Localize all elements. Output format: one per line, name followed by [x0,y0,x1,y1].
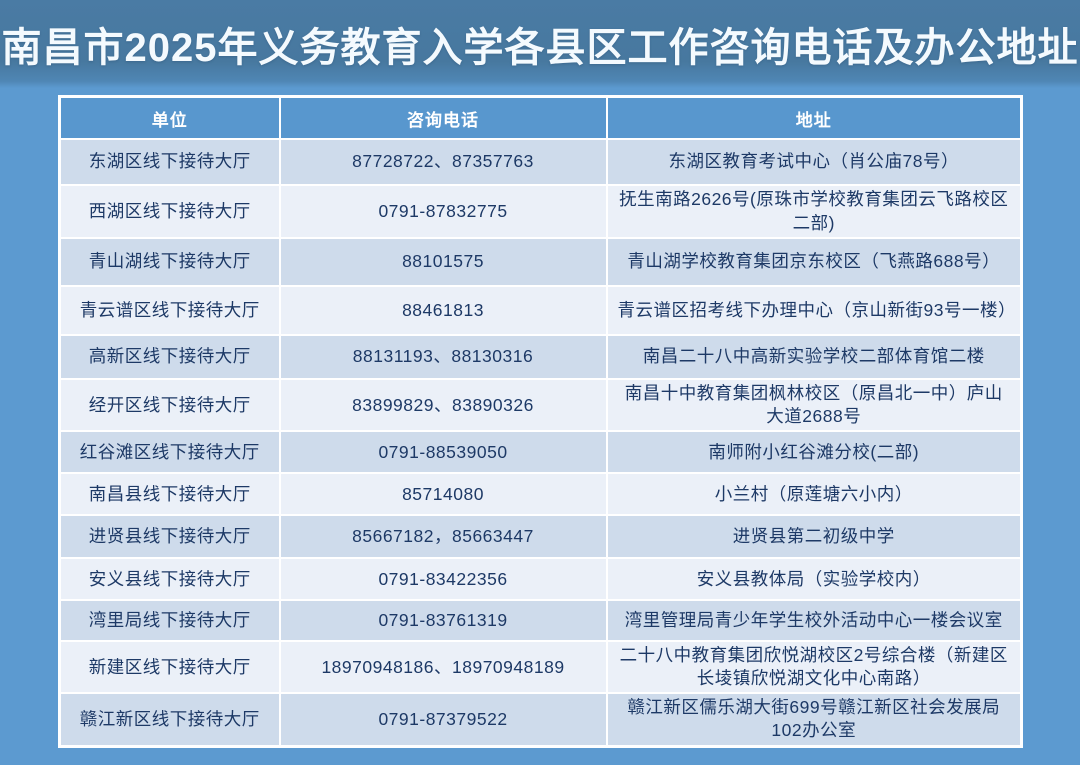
table-row: 青山湖线下接待大厅 88101575 青山湖学校教育集团京东校区（飞燕路688号… [58,237,1023,287]
address-cell: 南昌十中教育集团枫林校区（原昌北一中）庐山大道2688号 [605,377,1023,433]
unit-cell: 青山湖线下接待大厅 [58,237,281,287]
table-row: 赣江新区线下接待大厅 0791-87379522 赣江新区儒乐湖大街699号赣江… [58,692,1023,748]
unit-cell: 高新区线下接待大厅 [58,334,281,380]
address-cell: 小兰村（原莲塘六小内） [605,472,1023,517]
title-band: 南昌市2025年义务教育入学各县区工作咨询电话及办公地址 [0,0,1080,88]
phone-cell: 88131193、88130316 [278,334,608,380]
table-row: 安义县线下接待大厅 0791-83422356 安义县教体局（实验学校内） [58,557,1023,602]
table-row: 西湖区线下接待大厅 0791-87832775 抚生南路2626号(原珠市学校教… [58,184,1023,239]
phone-cell: 88461813 [278,285,608,336]
table-row: 进贤县线下接待大厅 85667182，85663447 进贤县第二初级中学 [58,514,1023,560]
unit-cell: 湾里局线下接待大厅 [58,599,281,643]
page-title: 南昌市2025年义务教育入学各县区工作咨询电话及办公地址 [1,26,1079,70]
phone-cell: 83899829、83890326 [278,377,608,433]
address-cell: 进贤县第二初级中学 [605,514,1023,560]
address-cell: 青山湖学校教育集团京东校区（飞燕路688号） [605,237,1023,287]
phone-cell: 85714080 [278,472,608,517]
phone-cell: 0791-83422356 [278,557,608,602]
unit-cell: 新建区线下接待大厅 [58,640,281,695]
phone-cell: 0791-87379522 [278,692,608,748]
phone-cell: 0791-87832775 [278,184,608,239]
table-row: 经开区线下接待大厅 83899829、83890326 南昌十中教育集团枫林校区… [58,377,1023,433]
table-row: 红谷滩区线下接待大厅 0791-88539050 南师附小红谷滩分校(二部) [58,430,1023,475]
address-cell: 赣江新区儒乐湖大街699号赣江新区社会发展局102办公室 [605,692,1023,748]
address-cell: 东湖区教育考试中心（肖公庙78号） [605,138,1023,186]
address-cell: 湾里管理局青少年学生校外活动中心一楼会议室 [605,599,1023,643]
address-cell: 南昌二十八中高新实验学校二部体育馆二楼 [605,334,1023,380]
phone-cell: 18970948186、18970948189 [278,640,608,695]
phone-cell: 0791-88539050 [278,430,608,475]
unit-cell: 经开区线下接待大厅 [58,377,281,433]
address-cell: 南师附小红谷滩分校(二部) [605,430,1023,475]
unit-cell: 安义县线下接待大厅 [58,557,281,602]
address-cell: 安义县教体局（实验学校内） [605,557,1023,602]
table-row: 湾里局线下接待大厅 0791-83761319 湾里管理局青少年学生校外活动中心… [58,599,1023,643]
unit-cell: 西湖区线下接待大厅 [58,184,281,239]
phone-cell: 87728722、87357763 [278,138,608,186]
table-row: 青云谱区线下接待大厅 88461813 青云谱区招考线下办理中心（京山新街93号… [58,285,1023,336]
unit-cell: 红谷滩区线下接待大厅 [58,430,281,475]
address-cell: 二十八中教育集团欣悦湖校区2号综合楼（新建区长堎镇欣悦湖文化中心南路） [605,640,1023,695]
phone-cell: 88101575 [278,237,608,287]
column-header-address: 地址 [605,95,1023,140]
unit-cell: 东湖区线下接待大厅 [58,138,281,186]
table-row: 南昌县线下接待大厅 85714080 小兰村（原莲塘六小内） [58,472,1023,517]
table-row: 东湖区线下接待大厅 87728722、87357763 东湖区教育考试中心（肖公… [58,138,1023,186]
table-body: 东湖区线下接待大厅 87728722、87357763 东湖区教育考试中心（肖公… [58,138,1023,748]
column-header-unit: 单位 [58,95,281,140]
unit-cell: 青云谱区线下接待大厅 [58,285,281,336]
table-row: 新建区线下接待大厅 18970948186、18970948189 二十八中教育… [58,640,1023,695]
unit-cell: 进贤县线下接待大厅 [58,514,281,560]
phone-cell: 0791-83761319 [278,599,608,643]
address-cell: 青云谱区招考线下办理中心（京山新街93号一楼） [605,285,1023,336]
unit-cell: 赣江新区线下接待大厅 [58,692,281,748]
contact-table: 单位 咨询电话 地址 东湖区线下接待大厅 87728722、87357763 东… [58,95,1023,748]
address-cell: 抚生南路2626号(原珠市学校教育集团云飞路校区二部) [605,184,1023,239]
table-header-row: 单位 咨询电话 地址 [58,95,1023,140]
column-header-phone: 咨询电话 [278,95,608,140]
phone-cell: 85667182，85663447 [278,514,608,560]
unit-cell: 南昌县线下接待大厅 [58,472,281,517]
table-row: 高新区线下接待大厅 88131193、88130316 南昌二十八中高新实验学校… [58,334,1023,380]
